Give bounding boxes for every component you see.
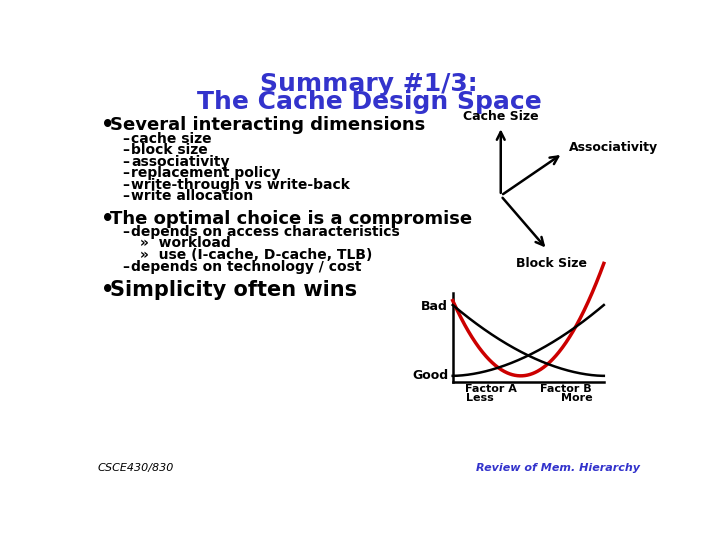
Text: Simplicity often wins: Simplicity often wins: [110, 280, 357, 300]
Text: The optimal choice is a compromise: The optimal choice is a compromise: [110, 210, 472, 228]
Text: Bad: Bad: [421, 300, 448, 313]
Text: –: –: [122, 225, 130, 239]
Text: Factor A: Factor A: [464, 383, 516, 394]
Text: •: •: [101, 115, 114, 135]
Text: The Cache Design Space: The Cache Design Space: [197, 90, 541, 114]
Text: •: •: [101, 209, 114, 229]
Text: »  workload: » workload: [140, 237, 231, 251]
Text: Several interacting dimensions: Several interacting dimensions: [110, 116, 426, 134]
Text: Good: Good: [412, 369, 448, 382]
Text: Less: Less: [466, 393, 494, 403]
Text: More: More: [561, 393, 593, 403]
Text: Cache Size: Cache Size: [463, 110, 539, 123]
Text: Factor B: Factor B: [540, 383, 592, 394]
Text: Review of Mem. Hierarchy: Review of Mem. Hierarchy: [476, 463, 640, 473]
Text: Associativity: Associativity: [569, 141, 658, 154]
Text: associativity: associativity: [131, 155, 230, 169]
Text: depends on technology / cost: depends on technology / cost: [131, 260, 361, 274]
Text: block size: block size: [131, 143, 208, 157]
Text: replacement policy: replacement policy: [131, 166, 281, 180]
Text: –: –: [122, 143, 130, 157]
Text: write allocation: write allocation: [131, 190, 253, 204]
Text: –: –: [122, 166, 130, 180]
Text: –: –: [122, 132, 130, 146]
Text: depends on access characteristics: depends on access characteristics: [131, 225, 400, 239]
Text: –: –: [122, 190, 130, 204]
Text: –: –: [122, 260, 130, 274]
Text: Summary #1/3:: Summary #1/3:: [260, 72, 478, 96]
Text: •: •: [101, 280, 114, 300]
Text: »  use (I-cache, D-cache, TLB): » use (I-cache, D-cache, TLB): [140, 248, 373, 262]
Text: Block Size: Block Size: [516, 257, 587, 271]
Text: write-through vs write-back: write-through vs write-back: [131, 178, 350, 192]
Text: –: –: [122, 178, 130, 192]
Text: CSCE430/830: CSCE430/830: [98, 463, 174, 473]
Text: –: –: [122, 155, 130, 169]
Text: cache size: cache size: [131, 132, 212, 146]
